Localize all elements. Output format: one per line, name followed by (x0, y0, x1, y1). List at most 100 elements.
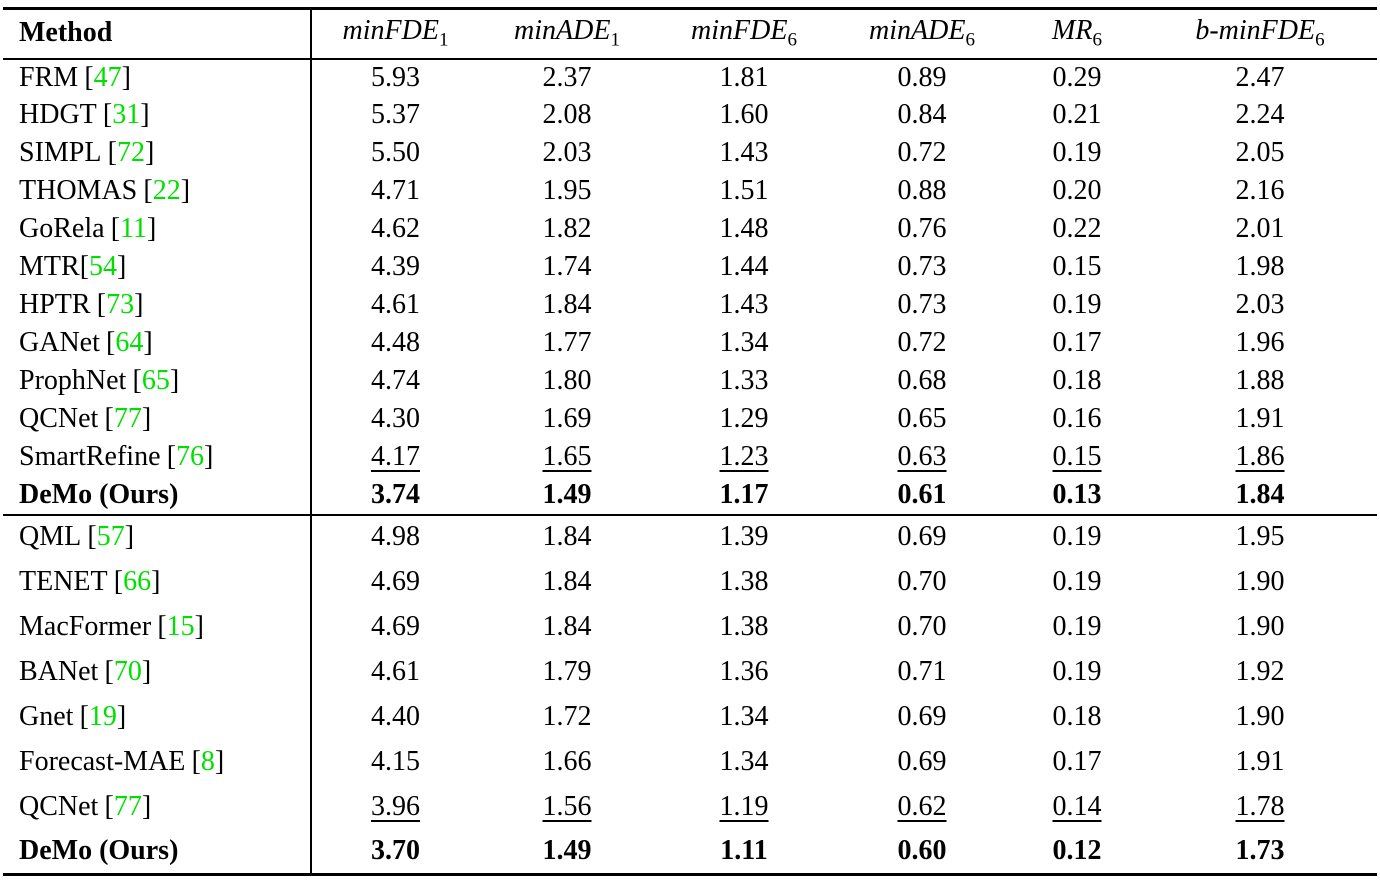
metric-value: 1.90 (1235, 700, 1285, 732)
value-cell: 1.38 (655, 605, 833, 650)
value-cell: 3.70 (311, 830, 479, 875)
metric-value: 0.18 (1052, 365, 1102, 397)
metric-value: 2.16 (1235, 175, 1285, 207)
value-cell: 1.65 (479, 439, 655, 477)
value-cell: 1.92 (1143, 650, 1377, 695)
metric-value: 0.17 (1052, 745, 1102, 777)
value-cell: 1.34 (655, 695, 833, 740)
citation: [66] (114, 566, 161, 597)
metric-value: 3.74 (371, 478, 420, 510)
citation-number[interactable]: 77 (113, 790, 142, 822)
value-cell: 1.80 (479, 363, 655, 401)
column-header-method: Method (3, 8, 312, 60)
citation-number[interactable]: 77 (113, 403, 142, 435)
citation-number[interactable]: 64 (115, 327, 144, 359)
citation-number[interactable]: 31 (112, 99, 141, 131)
value-cell: 4.69 (311, 605, 479, 650)
metric-value: 0.73 (897, 289, 947, 321)
metric-value: 1.34 (719, 745, 769, 777)
citation-number[interactable]: 47 (93, 61, 122, 93)
value-cell: 4.48 (311, 325, 479, 363)
table-row: QCNet [77] 3.96 1.56 1.19 0.62 0.14 1.78 (3, 784, 1377, 830)
metric-value: 0.89 (897, 61, 947, 93)
metric-value: 0.61 (897, 478, 947, 510)
value-cell: 0.15 (1011, 249, 1143, 287)
method-cell: DeMo (Ours) (3, 476, 312, 515)
citation-number[interactable]: 15 (166, 610, 195, 642)
value-cell: 1.34 (655, 325, 833, 363)
value-cell: 5.37 (311, 97, 479, 135)
value-cell: 0.19 (1011, 650, 1143, 695)
value-cell: 0.76 (833, 211, 1011, 249)
value-cell: 2.24 (1143, 97, 1377, 135)
method-name: GANet (19, 327, 100, 359)
table-row: TENET [66] 4.69 1.84 1.38 0.70 0.19 1.90 (3, 559, 1377, 605)
metric-value: 0.19 (1052, 655, 1102, 687)
citation-close-bracket: ] (141, 790, 152, 822)
table-row: MacFormer [15] 4.69 1.84 1.38 0.70 0.19 1.90 (3, 604, 1377, 650)
method-cell: HDGT [31] (3, 96, 312, 135)
citation-number[interactable]: 57 (96, 521, 125, 553)
value-cell: 1.86 (1143, 439, 1377, 477)
citation-number[interactable]: 73 (106, 289, 135, 321)
metric-value: 0.16 (1052, 403, 1102, 435)
metric-value: 0.69 (897, 745, 947, 777)
metric-name: minADE (514, 14, 611, 46)
method-name: SmartRefine (19, 441, 161, 473)
citation-number[interactable]: 70 (113, 655, 142, 687)
citation: [57] (87, 521, 134, 552)
method-name: GoRela (19, 213, 105, 245)
citation-number[interactable]: 19 (88, 700, 117, 732)
citation-open-bracket: [ (143, 175, 153, 207)
method-name: MTR (19, 251, 80, 283)
metric-value: 1.17 (719, 478, 769, 510)
metric-value: 4.61 (371, 655, 420, 687)
metric-value: 4.69 (371, 565, 420, 597)
citation-number[interactable]: 66 (123, 565, 152, 597)
metric-value: 0.73 (897, 251, 947, 283)
metric-value: 4.61 (371, 289, 420, 321)
metric-value: 1.98 (1235, 251, 1285, 283)
citation-open-bracket: [ (113, 565, 124, 597)
metric-value: 1.65 (542, 441, 592, 473)
method-cell: DeMo (Ours) (3, 829, 312, 875)
citation: [15] (157, 611, 204, 642)
value-cell: 2.01 (1143, 211, 1377, 249)
value-cell: 4.74 (311, 363, 479, 401)
metric-value: 0.84 (897, 99, 947, 131)
metric-value: 2.24 (1235, 99, 1285, 131)
value-cell: 0.14 (1011, 785, 1143, 830)
metric-value: 0.20 (1052, 175, 1102, 207)
metric-value: 5.37 (371, 99, 420, 131)
value-cell: 0.13 (1011, 477, 1143, 515)
value-cell: 1.66 (479, 740, 655, 785)
citation-close-bracket: ] (141, 403, 152, 435)
citation-number[interactable]: 8 (200, 745, 215, 777)
value-cell: 4.98 (311, 513, 479, 560)
citation-close-bracket: ] (204, 441, 214, 473)
metric-value: 0.72 (897, 137, 947, 169)
citation-number[interactable]: 11 (120, 213, 147, 245)
metric-value: 0.17 (1052, 327, 1102, 359)
metric-value: 0.12 (1052, 834, 1102, 866)
value-cell: 0.69 (833, 513, 1011, 560)
value-cell: 4.69 (311, 560, 479, 605)
citation-number[interactable]: 54 (89, 251, 118, 283)
metric-value: 4.39 (371, 251, 420, 283)
citation-number[interactable]: 65 (141, 365, 170, 397)
metric-value: 1.38 (719, 565, 769, 597)
metric-value: 4.40 (371, 700, 420, 732)
value-cell: 1.29 (655, 401, 833, 439)
citation-number[interactable]: 76 (176, 441, 205, 473)
method-name: QML (19, 521, 82, 553)
citation-number[interactable]: 22 (152, 175, 181, 207)
metric-subscript: 6 (1092, 29, 1102, 51)
value-cell: 3.96 (311, 785, 479, 830)
citation-close-bracket: ] (146, 213, 157, 245)
table-row: SmartRefine [76] 4.17 1.65 1.23 0.63 0.15 1.86 (3, 438, 1377, 477)
method-cell: SIMPL [72] (3, 134, 312, 173)
value-cell: 1.84 (479, 287, 655, 325)
citation-number[interactable]: 72 (116, 137, 145, 169)
value-cell: 1.33 (655, 363, 833, 401)
value-cell: 1.49 (479, 477, 655, 515)
